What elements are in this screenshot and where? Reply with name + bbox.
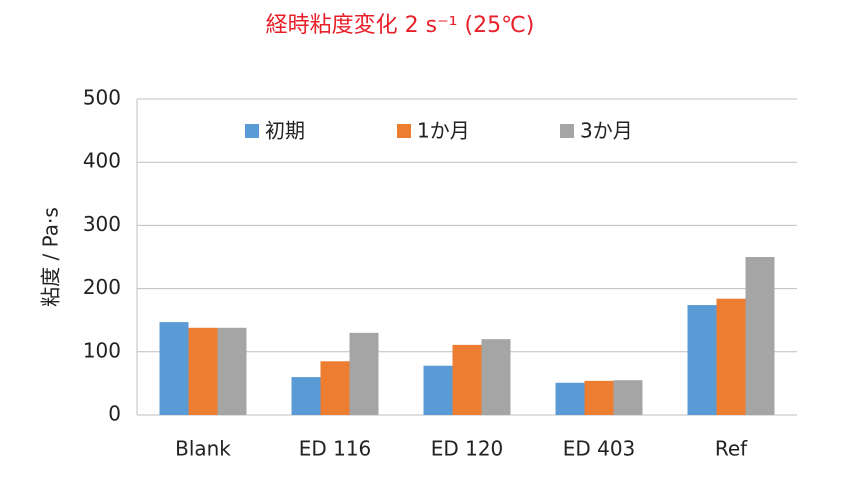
y-axis-label: 粘度 / Pa·s <box>39 207 63 307</box>
bar <box>745 257 775 415</box>
legend-swatch <box>397 124 411 138</box>
bar <box>716 298 746 415</box>
legend-label: 初期 <box>265 119 305 143</box>
bar <box>320 361 350 415</box>
bar <box>291 377 321 415</box>
chart-title: 経時粘度変化 2 s⁻¹ (25℃) <box>266 13 535 38</box>
legend-swatch <box>560 124 574 138</box>
bar <box>452 344 482 415</box>
legend-label: 3か月 <box>580 119 633 143</box>
bar <box>687 305 717 415</box>
bar <box>555 382 585 415</box>
x-tick-label: Ref <box>715 437 748 461</box>
legend-swatch <box>245 124 259 138</box>
x-tick-label: ED 403 <box>563 437 636 461</box>
bar <box>349 332 379 415</box>
y-tick-label: 0 <box>108 402 121 426</box>
y-tick-label: 300 <box>83 212 121 236</box>
y-tick-label: 200 <box>83 275 121 299</box>
x-tick-label: Blank <box>175 437 231 461</box>
bar <box>188 327 218 415</box>
y-tick-label: 500 <box>83 86 121 110</box>
y-tick-label: 400 <box>83 149 121 173</box>
x-tick-label: ED 116 <box>299 437 372 461</box>
bar <box>217 327 247 415</box>
y-tick-label: 100 <box>83 338 121 362</box>
bar <box>423 365 453 415</box>
bar <box>159 322 189 415</box>
bar <box>584 380 614 415</box>
legend-label: 1か月 <box>417 119 470 143</box>
bar <box>481 339 511 415</box>
x-tick-label: ED 120 <box>431 437 504 461</box>
bar <box>613 380 643 415</box>
